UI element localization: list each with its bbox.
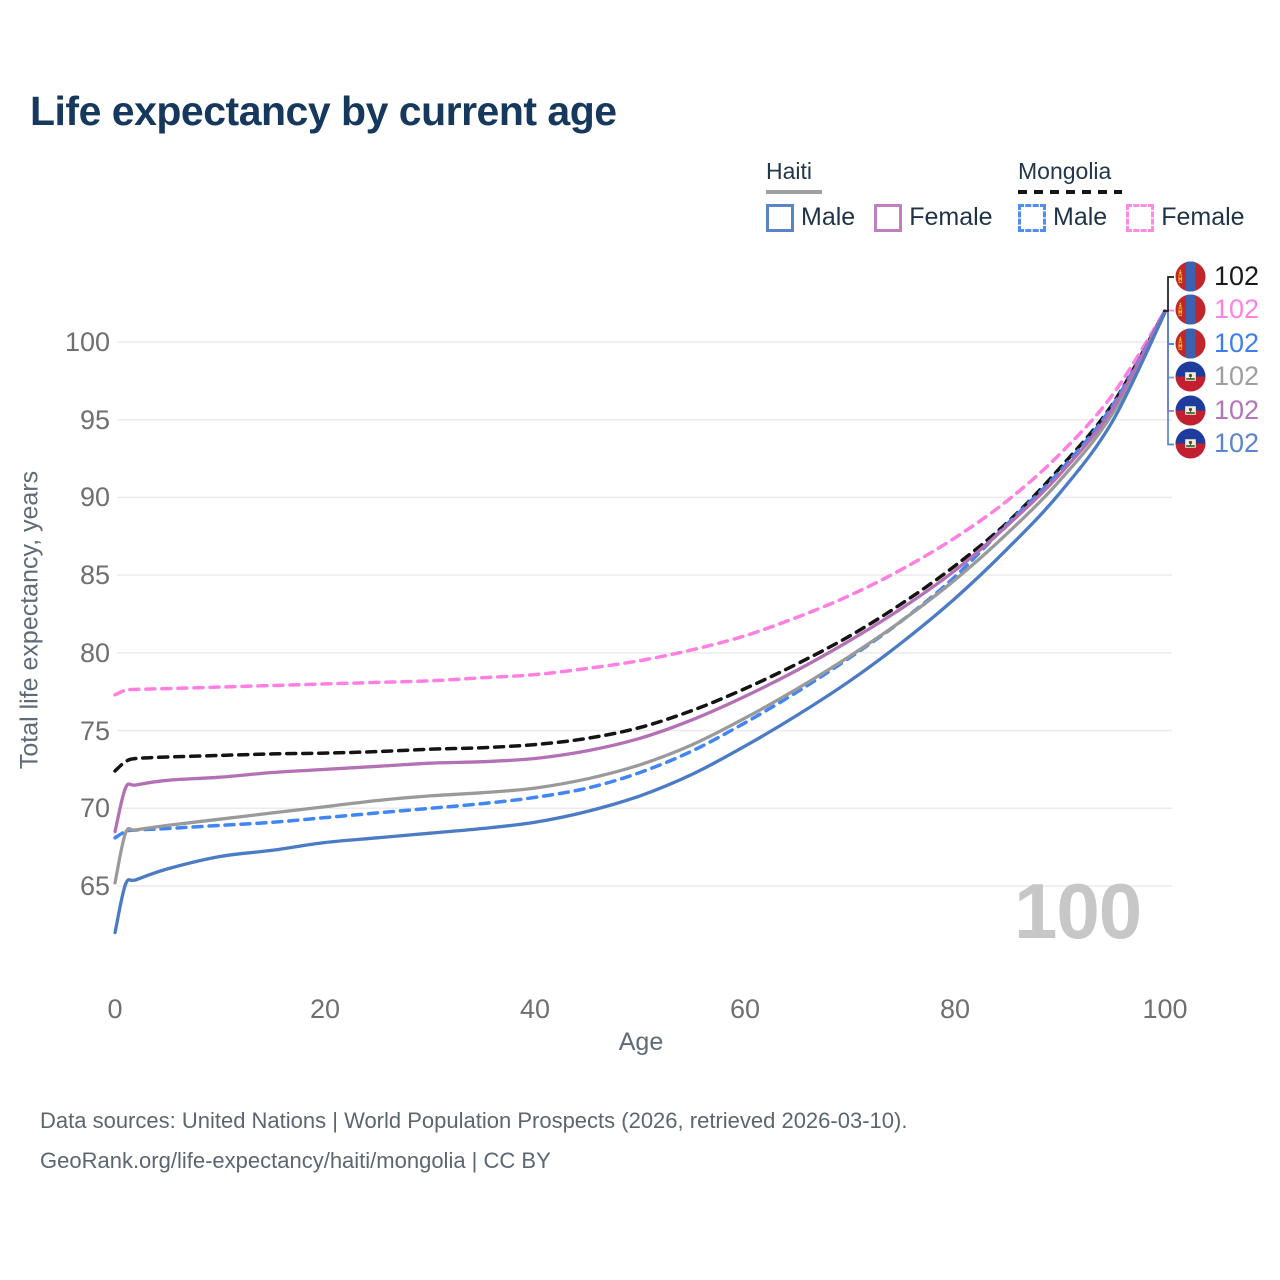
legend-item-mongolia-male[interactable]: Male (1018, 203, 1107, 232)
y-tick-label: 70 (79, 793, 110, 824)
mongolia-dashed-line-swatch (1018, 190, 1122, 194)
x-axis-title: Age (618, 1028, 664, 1056)
legend-country-mongolia[interactable]: Mongolia (1018, 158, 1112, 184)
haiti-flag-icon (1175, 361, 1206, 392)
end-label-haiti-female[interactable]: 102 (1175, 395, 1259, 426)
y-tick-label: 85 (79, 560, 110, 591)
y-tick-label: 65 (79, 871, 110, 901)
series-line-mongolia-female[interactable] (113, 309, 1167, 697)
attribution-link-text[interactable]: GeoRank.org/life-expectancy/haiti/mongol… (40, 1148, 551, 1173)
y-tick-label: 100 (64, 326, 110, 357)
haiti-male-swatch-icon (766, 203, 794, 232)
end-label-connectors (1163, 276, 1174, 446)
x-tick-label: 100 (1142, 994, 1188, 1024)
series-lines (113, 309, 1167, 935)
x-tick-label: 0 (107, 994, 123, 1024)
series-line-mongolia-both-sexes[interactable] (113, 309, 1167, 773)
end-label-value: 102 (1214, 428, 1260, 458)
mongolia-female-swatch-icon (1126, 203, 1155, 232)
end-label-connector (1163, 276, 1174, 312)
series-line-haiti-female[interactable] (113, 309, 1167, 834)
mongolia-flag-icon (1175, 327, 1206, 359)
end-label-value: 102 (1214, 294, 1260, 324)
gridlines (117, 341, 1172, 887)
y-tick-label: 95 (79, 404, 110, 435)
series-line-haiti-both-sexes[interactable] (113, 309, 1167, 885)
end-label-haiti-both-sexes[interactable]: 102 (1175, 361, 1259, 392)
end-label-mongolia-female[interactable]: 102 (1175, 294, 1259, 325)
end-label-mongolia-male[interactable]: 102 (1175, 328, 1259, 359)
data-sources-text: Data sources: United Nations | World Pop… (40, 1108, 908, 1133)
haiti-female-swatch-icon (874, 203, 903, 232)
x-tick-label: 40 (519, 994, 551, 1024)
y-tick-label: 75 (79, 715, 110, 746)
haiti-solid-line-swatch (766, 190, 822, 194)
end-label-value: 102 (1214, 361, 1260, 391)
end-label-value: 102 (1214, 327, 1260, 358)
mongolia-male-swatch-icon (1018, 203, 1046, 232)
current-age-watermark: 100 (1014, 867, 1142, 955)
legend-group-haiti: Haiti Male Female (766, 158, 1012, 232)
x-tick-label: 20 (309, 994, 341, 1024)
chart-plot-area[interactable] (115, 300, 1165, 940)
y-tick-label: 80 (79, 637, 110, 668)
series-line-haiti-male[interactable] (113, 310, 1167, 935)
x-tick-label: 60 (729, 994, 761, 1024)
legend-country-haiti[interactable]: Haiti (766, 158, 813, 184)
legend-item-haiti-female[interactable]: Female (874, 203, 993, 232)
x-tick-label: 80 (939, 994, 971, 1024)
legend-item-haiti-male[interactable]: Male (766, 203, 855, 232)
legend-item-mongolia-female[interactable]: Female (1126, 203, 1245, 232)
end-label-value: 102 (1214, 260, 1260, 291)
mongolia-flag-icon (1175, 294, 1206, 325)
end-label-mongolia-both-sexes[interactable]: 102 (1175, 261, 1259, 292)
y-tick-label: 90 (79, 482, 110, 513)
end-label-value: 102 (1214, 394, 1260, 425)
page-title: Life expectancy by current age (30, 88, 617, 134)
end-label-haiti-male[interactable]: 102 (1175, 428, 1259, 459)
legend-group-mongolia: Mongolia Male Female (1018, 158, 1264, 232)
mongolia-flag-icon (1175, 260, 1206, 292)
haiti-flag-icon (1175, 394, 1206, 426)
haiti-flag-icon (1175, 428, 1206, 459)
